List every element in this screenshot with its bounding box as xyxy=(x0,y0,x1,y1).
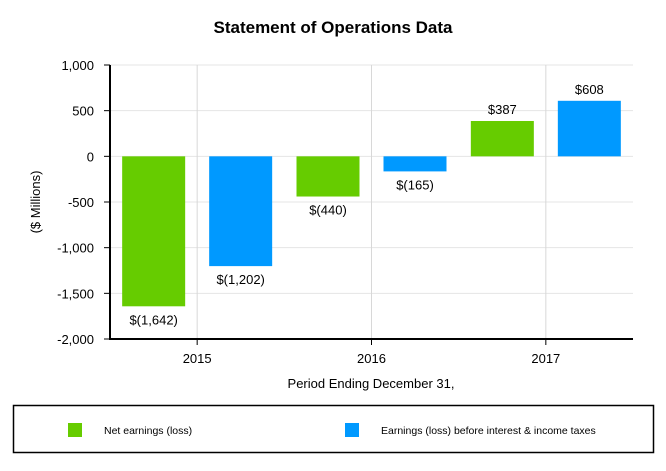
legend-label: Earnings (loss) before interest & income… xyxy=(381,425,596,437)
data-label: $(1,202) xyxy=(216,272,264,287)
legend-swatch xyxy=(345,423,359,437)
gridlines xyxy=(110,64,633,340)
data-label: $387 xyxy=(488,102,517,117)
data-label: $(440) xyxy=(309,203,347,218)
y-tick-label: -1,500 xyxy=(57,286,94,301)
bar-net-earnings-2015 xyxy=(122,156,186,307)
y-tick-label: 0 xyxy=(87,149,94,164)
data-labels: $(1,642) $(440) $387 $(1,202) $(165) $608 xyxy=(129,82,603,328)
x-axis-label: Period Ending December 31, xyxy=(288,376,455,391)
legend-label: Net earnings (loss) xyxy=(104,425,192,437)
bar-ebit-2017 xyxy=(557,100,621,157)
data-label: $608 xyxy=(575,82,604,97)
x-tick-label: 2015 xyxy=(183,351,212,366)
y-tick-label: -1,000 xyxy=(57,241,94,256)
x-tick-label: 2017 xyxy=(531,351,560,366)
legend-swatch xyxy=(68,423,82,437)
y-axis-label: ($ Millions) xyxy=(28,171,43,234)
data-label: $(1,642) xyxy=(129,312,177,327)
bar-ebit-2016 xyxy=(383,156,447,172)
bar-net-earnings-2017 xyxy=(470,120,534,157)
chart-title: Statement of Operations Data xyxy=(214,18,454,37)
data-label: $(165) xyxy=(396,177,434,192)
y-tick-label: -500 xyxy=(68,195,94,210)
bars xyxy=(122,100,621,307)
y-tick-label: 500 xyxy=(72,104,94,119)
y-tick-label: 1,000 xyxy=(61,58,94,73)
bar-ebit-2015 xyxy=(209,156,273,267)
legend-box xyxy=(12,404,655,454)
axes: 1,000 500 0 -500 -1,000 -1,500 -2,000 2015 2016 2… xyxy=(57,58,633,366)
legend: Net earnings (loss) Earnings (loss) befor… xyxy=(68,423,596,437)
bar-net-earnings-2016 xyxy=(296,156,360,197)
x-tick-label: 2016 xyxy=(357,351,386,366)
y-tick-label: -2,000 xyxy=(57,332,94,347)
